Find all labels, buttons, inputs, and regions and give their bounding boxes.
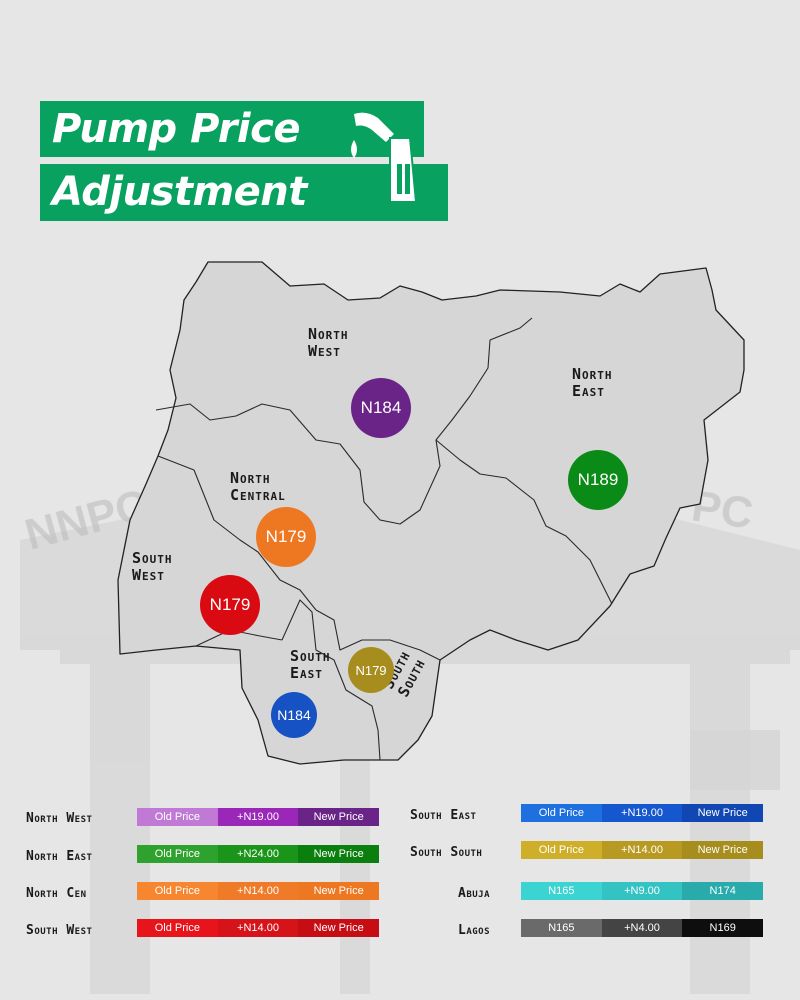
zone-border-ne [435, 439, 613, 605]
price-south-east: N179 [348, 647, 394, 693]
zone-label-north-central: North Central [230, 469, 286, 504]
legend-label-lagos: Lagos [458, 923, 491, 938]
zone-border-sw [195, 629, 283, 647]
legend-change: +N14.00 [217, 919, 299, 937]
legend-change: +N14.00 [217, 882, 299, 900]
legend-bar-north-central: Old Price +N14.00 New Price [137, 882, 380, 900]
legend-old-price: Old Price [137, 808, 218, 826]
zone-label-north-west: North West [308, 325, 349, 360]
legend-new-price: N169 [682, 919, 764, 937]
zone-label-south-east: South East [290, 647, 331, 682]
legend-new-price: New Price [682, 804, 764, 822]
legend-old-price: N165 [521, 882, 602, 900]
price-north-west: N184 [351, 378, 411, 438]
legend-bar-south-west: Old Price +N14.00 New Price [137, 919, 380, 937]
legend-bar-north-west: Old Price +N19.00 New Price [137, 808, 380, 826]
legend-bar-north-east: Old Price +N24.00 New Price [137, 845, 380, 863]
legend-change: +N14.00 [601, 841, 683, 859]
legend-label-south-south: South South [410, 845, 483, 860]
price-north-central: N179 [256, 507, 316, 567]
legend-change: +N9.00 [601, 882, 683, 900]
price-south-west: N179 [200, 575, 260, 635]
legend-old-price: Old Price [521, 804, 602, 822]
zone-label-north-east: North East [572, 365, 613, 400]
legend-bar-lagos: N165 +N4.00 N169 [521, 919, 764, 937]
legend-label-north-east: North East [26, 849, 93, 864]
legend-bar-south-south: Old Price +N14.00 New Price [521, 841, 764, 859]
legend-label-south-west: South West [26, 923, 93, 938]
zone-border-se [315, 609, 441, 661]
legend-change: +N19.00 [217, 808, 299, 826]
legend-label-south-east: South East [410, 808, 477, 823]
fuel-pump-icon [351, 112, 418, 203]
legend-new-price: New Price [682, 841, 764, 859]
legend-old-price: Old Price [137, 845, 218, 863]
price-north-east: N189 [568, 450, 628, 510]
legend-new-price: New Price [298, 808, 380, 826]
legend-new-price: New Price [298, 845, 380, 863]
zone-border-north [155, 317, 533, 525]
price-south-south: N184 [271, 692, 317, 738]
legend-old-price: Old Price [137, 919, 218, 937]
legend-change: +N4.00 [601, 919, 683, 937]
legend-new-price: New Price [298, 882, 380, 900]
legend-label-north-west: North West [26, 811, 93, 826]
legend-new-price: N174 [682, 882, 764, 900]
legend-old-price: Old Price [137, 882, 218, 900]
title-line-1: Pump Price [40, 101, 424, 157]
legend-new-price: New Price [298, 919, 380, 937]
zone-label-south-west: South West [132, 549, 173, 584]
legend-old-price: N165 [521, 919, 602, 937]
legend-old-price: Old Price [521, 841, 602, 859]
legend-change: +N24.00 [217, 845, 299, 863]
legend-label-north-central: North Cen [26, 886, 87, 901]
legend-label-abuja: Abuja [458, 886, 491, 901]
legend-change: +N19.00 [601, 804, 683, 822]
legend-bar-abuja: N165 +N9.00 N174 [521, 882, 764, 900]
nigeria-outline [117, 261, 745, 765]
title-line-2: Adjustment [40, 164, 448, 221]
legend-bar-south-east: Old Price +N19.00 New Price [521, 804, 764, 822]
zone-border-ss [281, 599, 381, 761]
zone-border-nc-sw [157, 455, 317, 611]
